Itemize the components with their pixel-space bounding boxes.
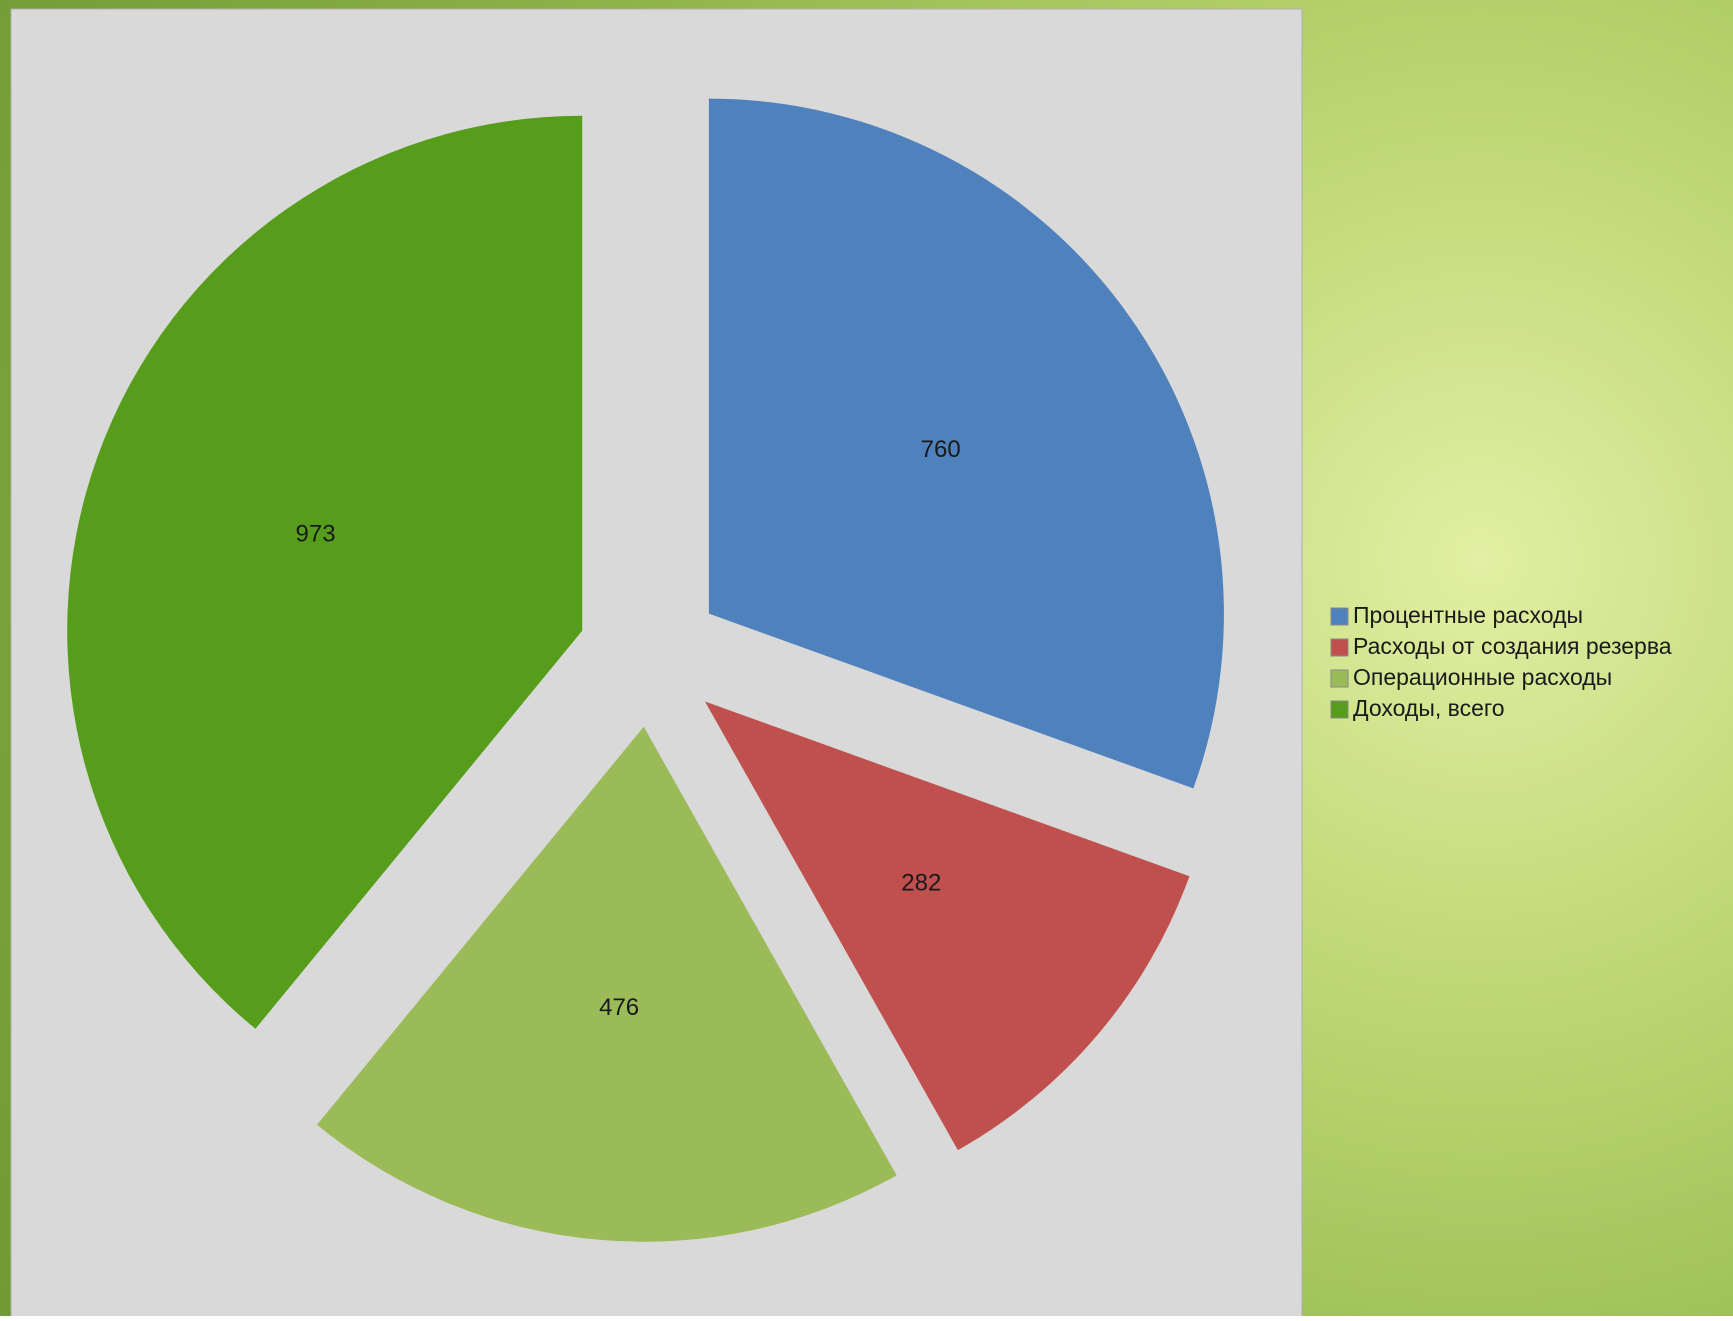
pie-slice: [708, 98, 1224, 789]
legend-label: Доходы, всего: [1353, 695, 1505, 721]
legend-label: Операционные расходы: [1353, 664, 1612, 690]
legend-label: Расходы от создания резерва: [1353, 633, 1672, 659]
data-label: 476: [599, 994, 639, 1021]
legend-swatch: [1330, 700, 1349, 719]
pie-slice: [316, 726, 897, 1242]
legend-swatch: [1330, 638, 1349, 657]
legend-label: Процентные расходы: [1353, 602, 1583, 628]
data-label: 760: [921, 436, 961, 463]
legend-swatch: [1330, 669, 1349, 688]
pie-slice: [704, 701, 1190, 1151]
legend-swatch: [1330, 607, 1349, 626]
data-label: 282: [901, 870, 941, 897]
pie-slice: [67, 115, 583, 1029]
data-label: 973: [296, 521, 336, 548]
